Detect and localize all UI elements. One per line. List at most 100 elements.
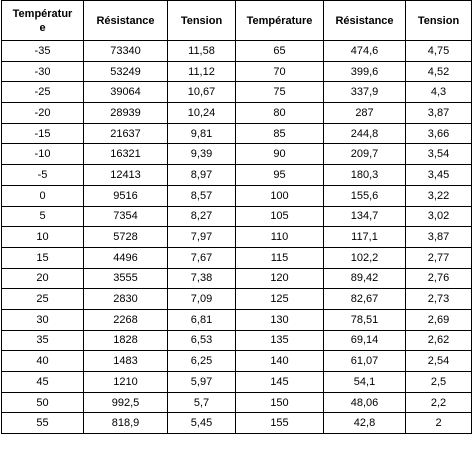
table-cell: 48,06 [323, 391, 406, 414]
table-cell: 20 [1, 267, 84, 290]
table-cell: 3,54 [405, 143, 472, 166]
header-cell: Résistance [323, 0, 406, 41]
table-cell: 89,42 [323, 267, 406, 290]
table-cell: 50 [1, 391, 84, 414]
table-cell: 102,2 [323, 246, 406, 269]
table-row: -30 53249 11,12 70 399,6 4,52 [1, 60, 472, 83]
table-cell: 75 [235, 81, 324, 104]
table-cell: 8,57 [167, 184, 236, 207]
table-row: 35 1828 6,53 135 69,14 2,62 [1, 329, 472, 352]
table-cell: 80 [235, 102, 324, 124]
table-cell: 95 [235, 164, 324, 186]
table-cell: 7354 [83, 205, 168, 228]
table-row: -5 12413 8,97 95 180,3 3,45 [1, 164, 472, 186]
table-cell: 6,53 [167, 329, 236, 352]
table-cell: 209,7 [323, 143, 406, 166]
table-cell: 130 [235, 308, 324, 331]
table-cell: 244,8 [323, 122, 406, 145]
table-cell: 2,54 [405, 350, 472, 372]
table-cell: 125 [235, 288, 324, 310]
table-cell: 10,24 [167, 102, 236, 124]
table-cell: 2268 [83, 308, 168, 331]
table-cell: 7,38 [167, 267, 236, 290]
table-row: 20 3555 7,38 120 89,42 2,76 [1, 267, 472, 290]
table-cell: 5,97 [167, 371, 236, 393]
table-row: -10 16321 9,39 90 209,7 3,54 [1, 143, 472, 166]
table-cell: 3,45 [405, 164, 472, 186]
table-cell: 65 [235, 40, 324, 62]
table-row: 25 2830 7,09 125 82,67 2,73 [1, 288, 472, 310]
table-cell: 337,9 [323, 81, 406, 104]
table-cell: 70 [235, 60, 324, 83]
header-row: Température Résistance Tension Température R… [1, 0, 472, 41]
table-cell: 3,87 [405, 102, 472, 124]
table-cell: 7,97 [167, 226, 236, 248]
table-row: 45 1210 5,97 145 54,1 2,5 [1, 371, 472, 393]
table-cell: 40 [1, 350, 84, 372]
table-cell: -15 [1, 122, 84, 145]
table-row: -20 28939 10,24 80 287 3,87 [1, 102, 472, 124]
table-cell: 5,7 [167, 391, 236, 414]
table-cell: -25 [1, 81, 84, 104]
table-cell: 2 [405, 412, 472, 435]
table-cell: 9,81 [167, 122, 236, 145]
table-cell: 3555 [83, 267, 168, 290]
table-cell: 35 [1, 329, 84, 352]
table-cell: 992,5 [83, 391, 168, 414]
table-row: -25 39064 10,67 75 337,9 4,3 [1, 81, 472, 104]
table-cell: 8,27 [167, 205, 236, 228]
table-cell: 6,81 [167, 308, 236, 331]
table-row: 50 992,5 5,7 150 48,06 2,2 [1, 391, 472, 414]
table-cell: -20 [1, 102, 84, 124]
table-row: 0 9516 8,57 100 155,6 3,22 [1, 184, 472, 207]
table-cell: 54,1 [323, 371, 406, 393]
table-cell: 9,39 [167, 143, 236, 166]
table-cell: 1483 [83, 350, 168, 372]
table-cell: 105 [235, 205, 324, 228]
table-cell: 3,02 [405, 205, 472, 228]
table-cell: 2,69 [405, 308, 472, 331]
table-cell: 69,14 [323, 329, 406, 352]
table-cell: 53249 [83, 60, 168, 83]
table-cell: 145 [235, 371, 324, 393]
table-cell: 2,77 [405, 246, 472, 269]
table-cell: 4,75 [405, 40, 472, 62]
table-cell: 61,07 [323, 350, 406, 372]
table-cell: 5,45 [167, 412, 236, 435]
table-cell: 25 [1, 288, 84, 310]
table-cell: 10,67 [167, 81, 236, 104]
table-cell: 155,6 [323, 184, 406, 207]
data-table: Température Résistance Tension Température R… [1, 0, 472, 435]
table-cell: 115 [235, 246, 324, 269]
header-cell: Température [235, 0, 324, 41]
table-cell: 28939 [83, 102, 168, 124]
table-cell: -10 [1, 143, 84, 166]
table-cell: 30 [1, 308, 84, 331]
table-cell: 2,76 [405, 267, 472, 290]
table-cell: -30 [1, 60, 84, 83]
header-cell: Tension [405, 0, 472, 41]
table-cell: 11,12 [167, 60, 236, 83]
header-cell: Température [1, 0, 84, 41]
table-row: 10 5728 7,97 110 117,1 3,87 [1, 226, 472, 248]
table-cell: 42,8 [323, 412, 406, 435]
table-cell: 78,51 [323, 308, 406, 331]
table-cell: 12413 [83, 164, 168, 186]
table-cell: 73340 [83, 40, 168, 62]
table-cell: 11,58 [167, 40, 236, 62]
table-cell: 21637 [83, 122, 168, 145]
table-row: -35 73340 11,58 65 474,6 4,75 [1, 40, 472, 62]
header-cell: Tension [167, 0, 236, 41]
header-cell: Résistance [83, 0, 168, 41]
table-cell: 3,66 [405, 122, 472, 145]
table-cell: 134,7 [323, 205, 406, 228]
table-cell: 39064 [83, 81, 168, 104]
table-cell: 5728 [83, 226, 168, 248]
table-cell: 117,1 [323, 226, 406, 248]
table-cell: 4496 [83, 246, 168, 269]
table-cell: 45 [1, 371, 84, 393]
table-cell: 8,97 [167, 164, 236, 186]
table-cell: 10 [1, 226, 84, 248]
table-cell: 135 [235, 329, 324, 352]
table-cell: 120 [235, 267, 324, 290]
